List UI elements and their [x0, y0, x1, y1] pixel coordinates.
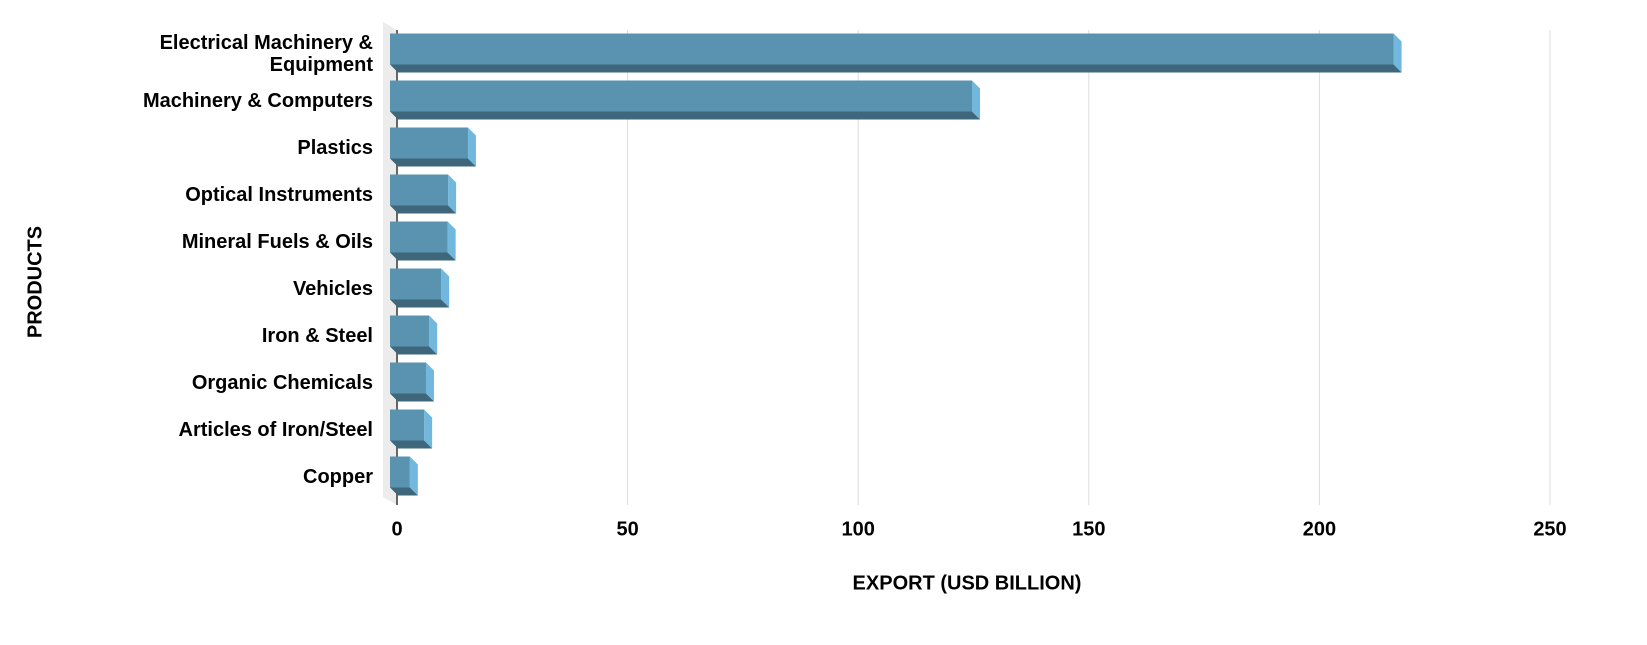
bar-side	[441, 268, 450, 308]
bar-bottom	[390, 111, 981, 120]
bar-bottom	[390, 299, 450, 308]
x-tick-label: 150	[1072, 518, 1105, 540]
bar-side	[429, 315, 438, 355]
x-tick-label: 100	[842, 518, 875, 540]
bar-side	[425, 362, 434, 402]
x-tick-label: 0	[391, 518, 402, 540]
bar-bottom	[390, 487, 418, 496]
bar	[390, 268, 442, 300]
bar-bottom	[390, 64, 1402, 73]
bar	[390, 80, 973, 112]
bar-side	[448, 174, 457, 214]
bar	[390, 33, 1394, 65]
bar-side	[467, 127, 476, 167]
bar	[390, 362, 426, 394]
y-tick-label: Mineral Fuels & Oils	[181, 230, 373, 253]
x-tick-label: 250	[1533, 518, 1566, 540]
y-tick-label: Iron & Steel	[261, 324, 373, 347]
bar	[390, 315, 430, 347]
bar	[390, 409, 425, 441]
y-tick-label: Organic Chemicals	[191, 371, 373, 394]
bar	[390, 456, 410, 488]
y-tick-label: Vehicles	[292, 277, 373, 300]
bar-bottom	[390, 393, 434, 402]
x-tick-label: 200	[1303, 518, 1336, 540]
bar-bottom	[390, 158, 476, 167]
bar-bottom	[390, 440, 433, 449]
bar	[390, 174, 449, 206]
bar-bottom	[390, 252, 456, 261]
bar-side	[1393, 33, 1402, 73]
y-tick-label: Optical Instruments	[185, 183, 373, 206]
bar-side	[447, 221, 456, 261]
bar-side	[972, 80, 981, 120]
y-tick-label: Copper	[303, 465, 373, 488]
bar	[390, 221, 448, 253]
y-tick-label: Machinery & Computers	[142, 89, 373, 112]
x-axis-title: EXPORT (USD BILLION)	[853, 572, 1082, 594]
y-tick-label: Electrical Machinery & Equipment	[159, 31, 373, 76]
bar-bottom	[390, 346, 438, 355]
bar-side	[409, 456, 418, 496]
y-tick-label: Plastics	[297, 136, 373, 159]
y-tick-label: Articles of Iron/Steel	[178, 418, 374, 441]
bar	[390, 127, 468, 159]
bar-side	[424, 409, 433, 449]
bar-bottom	[390, 205, 457, 214]
y-axis-title: PRODUCTS	[24, 226, 46, 338]
x-tick-label: 50	[616, 518, 638, 540]
